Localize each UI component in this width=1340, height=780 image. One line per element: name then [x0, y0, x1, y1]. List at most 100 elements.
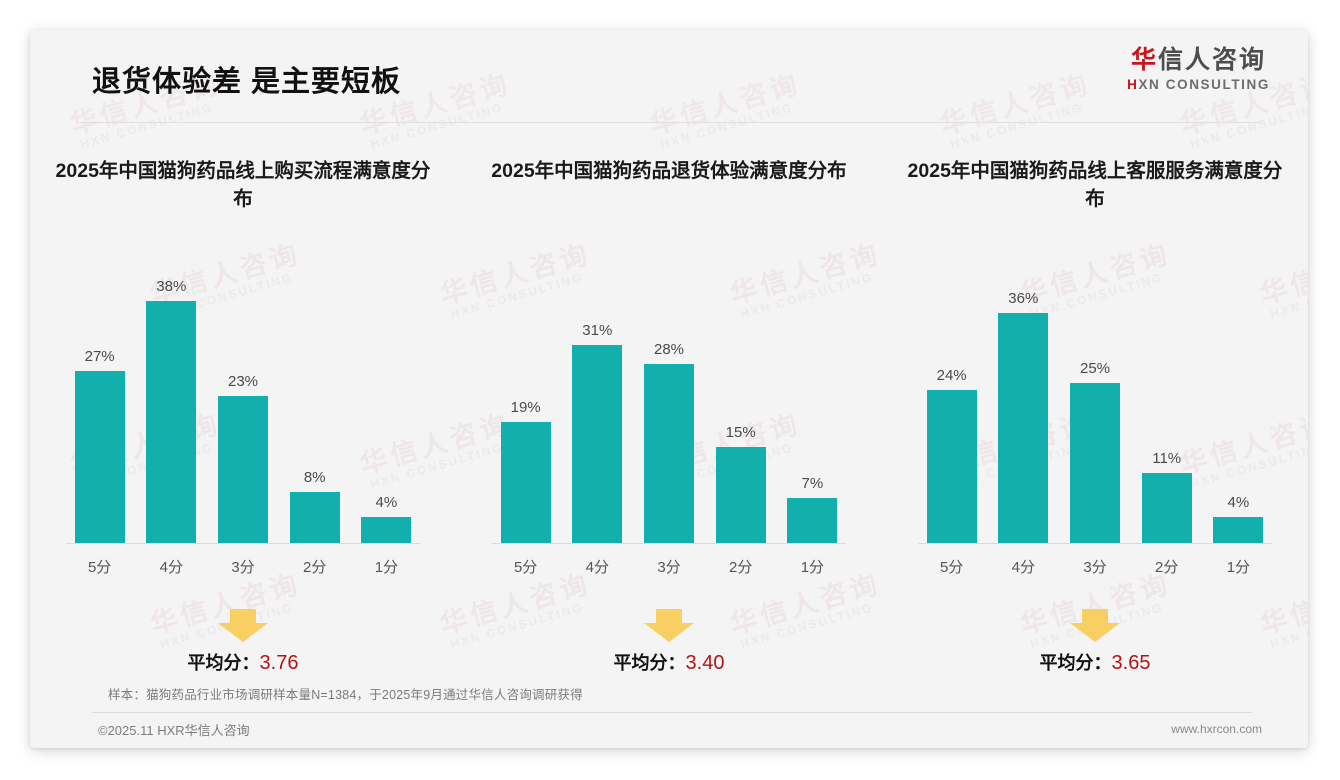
bar-value-label: 15%: [725, 424, 756, 441]
bar[interactable]: [644, 364, 694, 543]
slide-card: 华信人咨询 HXN CONSULTING 华信人咨询 HXN CONSULTING 华信…: [30, 30, 1308, 748]
chart-panel: 2025年中国猫狗药品线上客服服务满意度分布 24% 36% 25% 11% 4% 5分 4分…: [882, 142, 1308, 674]
average-score-line: 平均分：3.65: [896, 649, 1294, 675]
average-score-value: 3.40: [685, 652, 725, 674]
average-score-line: 平均分：3.76: [44, 649, 442, 675]
bar-value-label: 27%: [84, 348, 115, 365]
bar[interactable]: [1141, 473, 1192, 543]
bar[interactable]: [926, 390, 977, 543]
x-axis-tick-label: 2分: [1155, 559, 1179, 576]
x-axis-line: [492, 543, 846, 544]
x-axis-tick-label: 4分: [1011, 559, 1035, 576]
x-axis-tick-label: 2分: [303, 559, 327, 576]
bar-value-label: 23%: [227, 373, 259, 390]
slide-footer: ©2025.11 HXR华信人咨询 www.hxrcon.com: [30, 716, 1308, 748]
x-axis-tick-label: 4分: [159, 559, 183, 576]
plot-area: 24% 36% 25% 11% 4%: [918, 276, 1272, 544]
x-axis-tick-labels: 5分 4分 3分 2分 1分: [492, 544, 846, 577]
x-axis-tick-label: 5分: [939, 559, 964, 576]
bar-value-label: 7%: [801, 475, 824, 492]
x-axis-tick-label: 3分: [231, 559, 255, 576]
bar[interactable]: [361, 517, 412, 543]
bar-value-label: 8%: [303, 469, 326, 486]
logo-en-rest: XN CONSULTING: [1138, 76, 1270, 92]
logo-english-text: HXN CONSULTING: [1127, 77, 1270, 92]
bar[interactable]: [500, 422, 551, 543]
bar-value-label: 11%: [1152, 450, 1182, 467]
bar-column[interactable]: 8%: [281, 276, 348, 543]
bar[interactable]: [1213, 517, 1264, 543]
bar[interactable]: [218, 396, 268, 543]
bar-column[interactable]: 19%: [492, 276, 559, 543]
bar-column[interactable]: 31%: [564, 276, 631, 543]
bar[interactable]: [998, 313, 1049, 543]
bar-column[interactable]: 15%: [707, 276, 774, 543]
bar-column[interactable]: 27%: [66, 276, 133, 543]
x-axis-tick-label: 2分: [729, 559, 753, 576]
x-axis-tick-label: 1分: [374, 559, 399, 576]
bar[interactable]: [1070, 383, 1120, 543]
down-arrow-icon: [44, 609, 442, 643]
bar[interactable]: [572, 345, 623, 543]
plot-area: 27% 38% 23% 8% 4%: [66, 276, 420, 544]
bar-column[interactable]: 25%: [1061, 276, 1128, 543]
bar[interactable]: [146, 301, 197, 543]
average-score-block: 平均分：3.40: [470, 609, 868, 675]
bar-column[interactable]: 11%: [1133, 276, 1200, 543]
x-axis-tick-label: 1分: [1226, 559, 1251, 576]
bar-column[interactable]: 7%: [779, 276, 846, 543]
bar-column[interactable]: 24%: [918, 276, 985, 543]
bar-column[interactable]: 23%: [209, 276, 276, 543]
bar-column[interactable]: 38%: [138, 276, 205, 543]
bar-value-label: 25%: [1079, 360, 1111, 377]
bar-column[interactable]: 28%: [635, 276, 702, 543]
x-axis-tick-label: 4分: [585, 559, 609, 576]
sample-footnote: 样本：猫狗药品行业市场调研样本量N=1384，于2025年9月通过华信人咨询调研…: [108, 688, 583, 702]
average-score-line: 平均分：3.40: [470, 649, 868, 675]
logo-cn-first-char: 华: [1131, 46, 1159, 74]
average-score-label: 平均分：: [1039, 653, 1112, 673]
average-score-value: 3.76: [259, 652, 299, 674]
x-axis-tick-label: 5分: [513, 559, 538, 576]
bar[interactable]: [74, 371, 125, 543]
x-axis-line: [66, 543, 420, 544]
bar-column[interactable]: 36%: [990, 276, 1057, 543]
charts-row: 2025年中国猫狗药品线上购买流程满意度分布 27% 38% 23% 8% 4% 5分 4分 3…: [30, 142, 1308, 674]
slide-header: 退货体验差 是主要短板 华信人咨询 HXN CONSULTING: [30, 30, 1308, 126]
average-score-block: 平均分：3.65: [896, 609, 1294, 675]
bar-value-label: 31%: [582, 322, 613, 339]
bar-value-label: 4%: [375, 494, 398, 511]
x-axis-tick-labels: 5分 4分 3分 2分 1分: [66, 544, 420, 577]
page-title: 退货体验差 是主要短板: [92, 66, 402, 98]
logo-chinese-text: 华信人咨询: [1127, 46, 1270, 75]
company-logo: 华信人咨询 HXN CONSULTING: [1127, 46, 1270, 92]
bar-group: 19% 31% 28% 15% 7%: [492, 276, 846, 543]
bar[interactable]: [715, 447, 766, 543]
average-score-label: 平均分：: [613, 653, 686, 673]
website-url: www.hxrcon.com: [1171, 722, 1262, 736]
bar[interactable]: [787, 498, 838, 543]
chart-panel: 2025年中国猫狗药品退货体验满意度分布 19% 31% 28% 15% 7% 5分 4分 3分…: [456, 142, 882, 674]
logo-en-first-char: H: [1127, 76, 1139, 92]
down-arrow-icon: [470, 609, 868, 643]
bar-column[interactable]: 4%: [353, 276, 420, 543]
bar-value-label: 24%: [936, 367, 967, 384]
x-axis-tick-label: 3分: [1083, 559, 1107, 576]
plot-area: 19% 31% 28% 15% 7%: [492, 276, 846, 544]
x-axis-line: [918, 543, 1272, 544]
x-axis-tick-labels: 5分 4分 3分 2分 1分: [918, 544, 1272, 577]
bar[interactable]: [289, 492, 340, 543]
footer-divider: [92, 712, 1252, 713]
x-axis-tick-label: 5分: [87, 559, 112, 576]
chart-title: 2025年中国猫狗药品线上客服服务满意度分布: [907, 160, 1283, 210]
x-axis-tick-label: 3分: [657, 559, 681, 576]
bar-value-label: 28%: [653, 341, 685, 358]
bar-value-label: 4%: [1227, 494, 1250, 511]
average-score-block: 平均分：3.76: [44, 609, 442, 675]
chart-title: 2025年中国猫狗药品线上购买流程满意度分布: [55, 160, 431, 210]
average-score-label: 平均分：: [187, 653, 260, 673]
x-axis-tick-label: 1分: [800, 559, 825, 576]
bar-value-label: 38%: [156, 278, 187, 295]
average-score-value: 3.65: [1111, 652, 1151, 674]
bar-column[interactable]: 4%: [1205, 276, 1272, 543]
